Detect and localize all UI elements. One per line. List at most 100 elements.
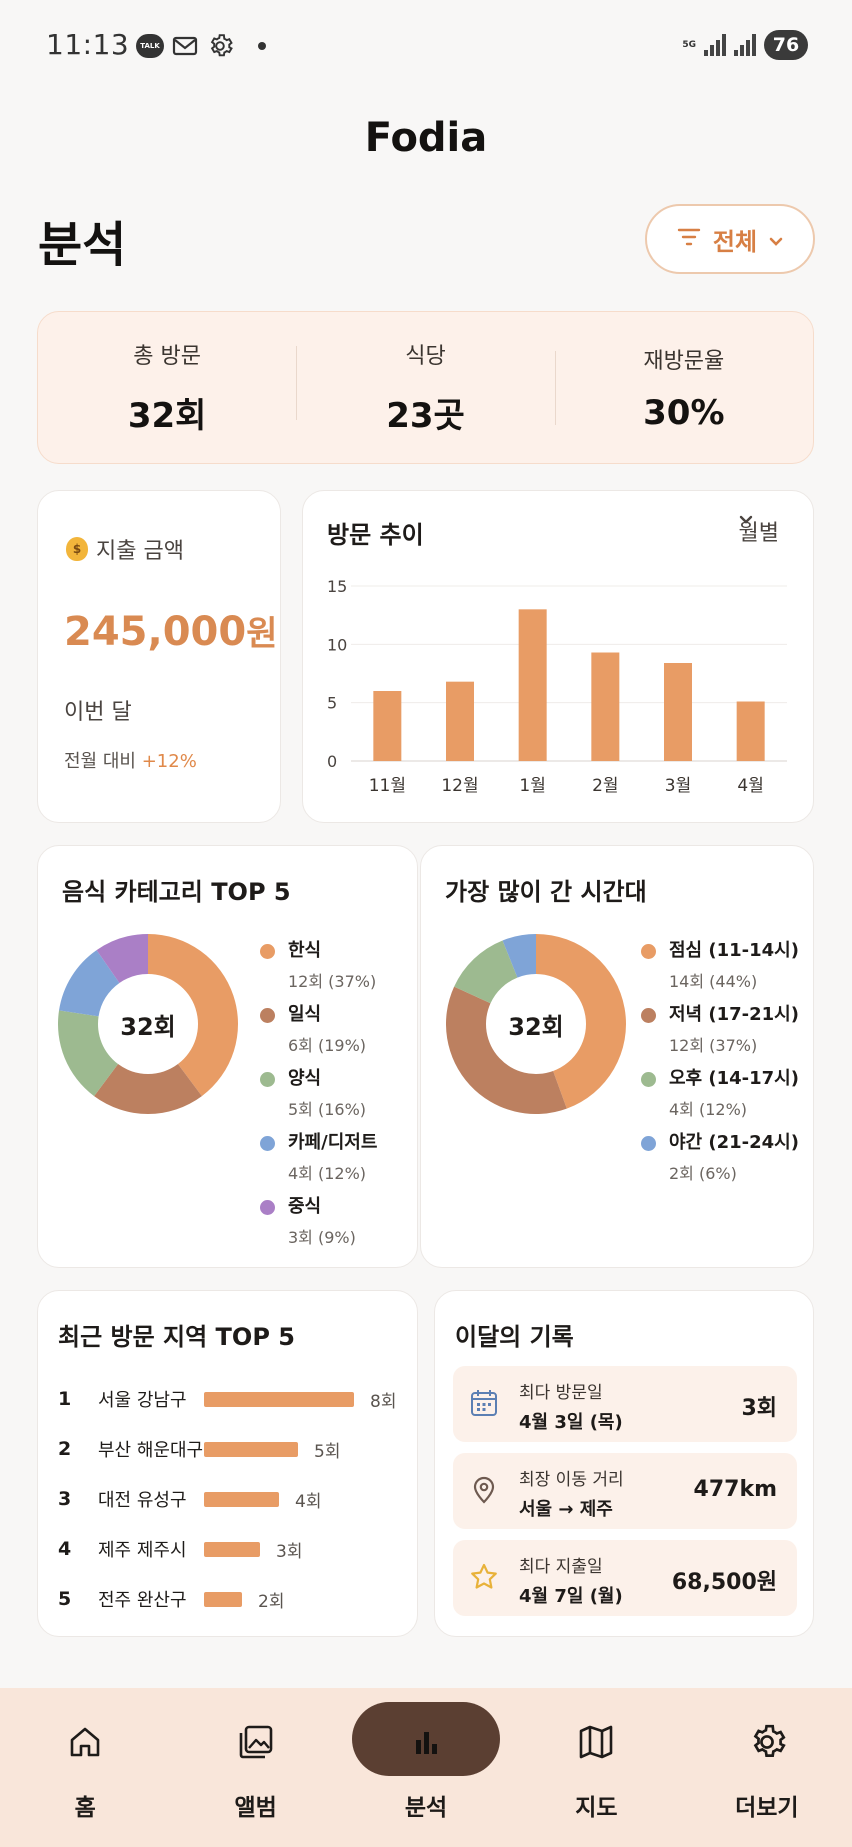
record-most-visits[interactable]: 최다 방문일 4월 3일 (목) 3회 (453, 1366, 797, 1442)
gear-icon (206, 32, 234, 60)
legend-item: 저녁 (17-21시) 12회 (37%) (641, 1000, 799, 1064)
donut-slice[interactable] (536, 934, 626, 1109)
record-sub: 4월 7일 (월) (519, 1586, 623, 1607)
legend-detail: 3회 (9%) (288, 1228, 356, 1247)
record-sub: 4월 3일 (목) (519, 1412, 623, 1433)
nav-label: 분석 (404, 1795, 448, 1821)
trend-bar[interactable] (518, 609, 547, 761)
location-pin-icon (469, 1475, 501, 1507)
donut-slice[interactable] (502, 934, 536, 978)
trend-bar[interactable] (664, 663, 692, 761)
period-select[interactable]: 월별 (739, 515, 787, 547)
map-icon (576, 1722, 616, 1762)
legend-item: 점심 (11-14시) 14회 (44%) (641, 936, 799, 1000)
trend-title: 방문 추이 (327, 521, 424, 549)
legend-name: 야간 (21-24시) (669, 1132, 799, 1153)
spend-label: 지출 금액 (96, 539, 184, 564)
nav-label: 홈 (74, 1795, 96, 1821)
region-rank: 1 (58, 1388, 72, 1410)
region-name: 서울 강남구 (98, 1390, 187, 1411)
time-donut: 32회 (446, 934, 626, 1114)
legend-detail: 2회 (6%) (669, 1164, 737, 1183)
region-name: 대전 유성구 (98, 1490, 187, 1511)
trend-bar[interactable] (446, 681, 474, 761)
donut-slice[interactable] (446, 986, 567, 1114)
stat-label: 재방문율 (643, 348, 725, 374)
trend-bar[interactable] (373, 691, 402, 761)
star-icon (469, 1562, 501, 1594)
legend-item: 야간 (21-24시) 2회 (6%) (641, 1128, 799, 1192)
battery-icon: 76 (764, 30, 808, 60)
spend-card[interactable]: $ 지출 금액 245,000원 이번 달 전월 대비 +12% (37, 490, 281, 823)
donut-slice[interactable] (59, 950, 120, 1017)
record-label: 최다 방문일 (519, 1383, 603, 1403)
spend-amount-unit: 원 (246, 614, 278, 654)
legend-name: 한식 (288, 940, 322, 961)
legend-name: 중식 (288, 1196, 322, 1217)
region-name: 제주 제주시 (98, 1540, 187, 1561)
donut-slice[interactable] (94, 1064, 202, 1114)
record-longest-distance[interactable]: 최장 이동 거리 서울 → 제주 477km (453, 1453, 797, 1529)
region-rank: 3 (58, 1488, 72, 1510)
mail-icon (172, 35, 198, 57)
signal-icon (704, 34, 726, 56)
legend-name: 저녁 (17-21시) (669, 1004, 799, 1025)
stat-value: 30% (643, 392, 725, 433)
record-value: 3회 (741, 1396, 777, 1421)
region-row[interactable]: 3 대전 유성구 4회 (58, 1474, 396, 1524)
album-icon (236, 1722, 276, 1762)
x-tick-label: 1월 (519, 776, 545, 796)
food-category-card: 음식 카테고리 TOP 5 32회 한식 12회 (37%) 일식 6회 (19%) 양… (37, 845, 418, 1268)
donut-slice[interactable] (148, 934, 239, 1097)
region-row[interactable]: 2 부산 해운대구 5회 (58, 1424, 396, 1474)
y-tick-label: 0 (327, 752, 337, 771)
card-title: 최근 방문 지역 TOP 5 (58, 1323, 295, 1351)
region-bar (204, 1441, 298, 1457)
legend-detail: 14회 (44%) (669, 972, 758, 991)
region-row[interactable]: 5 전주 완산구 2회 (58, 1574, 396, 1624)
nav-album[interactable]: 앨범 (170, 1688, 340, 1847)
nav-label: 더보기 (735, 1795, 799, 1821)
legend-name: 양식 (288, 1068, 322, 1089)
trend-bar[interactable] (591, 652, 620, 762)
nav-analysis[interactable]: 분석 (341, 1688, 511, 1847)
legend-item: 양식 5회 (16%) (260, 1064, 377, 1128)
legend-swatch (641, 1072, 656, 1087)
category-donut: 32회 (57, 934, 239, 1114)
home-icon (65, 1722, 105, 1762)
record-most-spending[interactable]: 최다 지출일 4월 7일 (월) 68,500원 (453, 1540, 797, 1616)
x-tick-label: 2월 (592, 776, 618, 796)
talk-icon: TALK (136, 34, 164, 58)
bottom-navigation: 홈 앨범 분석 지도 더보기 (0, 1688, 852, 1847)
region-row[interactable]: 1 서울 강남구 8회 (58, 1374, 396, 1424)
spend-compare: 전월 대비 +12% (64, 747, 197, 773)
spend-period: 이번 달 (64, 700, 132, 725)
legend-detail: 4회 (12%) (669, 1100, 748, 1119)
legend-swatch (260, 944, 275, 959)
category-donut-chart (57, 934, 239, 1114)
region-row[interactable]: 4 제주 제주시 3회 (58, 1524, 396, 1574)
stat-label: 식당 (405, 344, 446, 369)
stat-value: 32회 (127, 396, 207, 436)
donut-slice[interactable] (57, 1010, 119, 1097)
calendar-icon (469, 1388, 501, 1420)
legend-item: 카페/디저트 4회 (12%) (260, 1128, 377, 1192)
donut-slice[interactable] (96, 934, 148, 983)
filter-button[interactable]: 전체 (645, 204, 815, 274)
nav-home[interactable]: 홈 (0, 1688, 170, 1847)
record-label: 최다 지출일 (519, 1557, 603, 1577)
region-bar (204, 1491, 279, 1507)
region-bar (204, 1391, 354, 1407)
nav-map[interactable]: 지도 (511, 1688, 681, 1847)
legend-detail: 5회 (16%) (288, 1100, 367, 1119)
trend-bar[interactable] (736, 701, 765, 762)
filter-icon (677, 225, 701, 253)
record-label: 최장 이동 거리 (519, 1470, 624, 1490)
page-title: 분석 (38, 217, 127, 273)
donut-slice[interactable] (454, 940, 518, 1004)
region-count: 4회 (295, 1491, 322, 1512)
y-tick-label: 15 (327, 577, 347, 596)
nav-more[interactable]: 더보기 (682, 1688, 852, 1847)
region-name: 부산 해운대구 (98, 1440, 204, 1461)
stat-restaurants: 식당 23곳 (296, 338, 554, 437)
